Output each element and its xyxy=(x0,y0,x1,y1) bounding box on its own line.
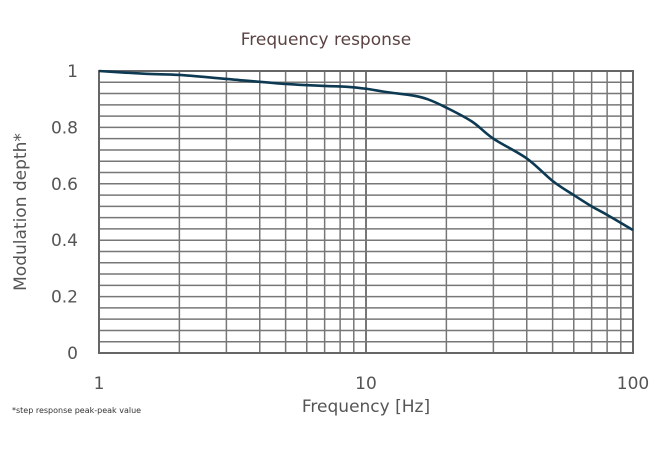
footnote: *step response peak-peak value xyxy=(12,406,141,415)
y-tick-label: 0.2 xyxy=(51,288,78,308)
x-tick-label: 10 xyxy=(355,374,377,394)
plot-frame xyxy=(98,70,634,354)
x-axis-label: Frequency [Hz] xyxy=(302,397,430,417)
y-tick-label: 0.4 xyxy=(51,231,78,251)
y-tick-label: 0.8 xyxy=(51,118,78,138)
y-tick-label: 0.6 xyxy=(51,175,78,195)
series-line xyxy=(98,69,634,232)
y-axis-label: Modulation depth* xyxy=(11,133,31,291)
grid xyxy=(98,70,634,354)
y-tick-label: 0 xyxy=(67,344,78,364)
y-tick-label: 1 xyxy=(67,62,78,82)
chart-title: Frequency response xyxy=(241,30,411,50)
x-tick-label: 100 xyxy=(617,374,649,394)
x-tick-label: 1 xyxy=(94,374,105,394)
